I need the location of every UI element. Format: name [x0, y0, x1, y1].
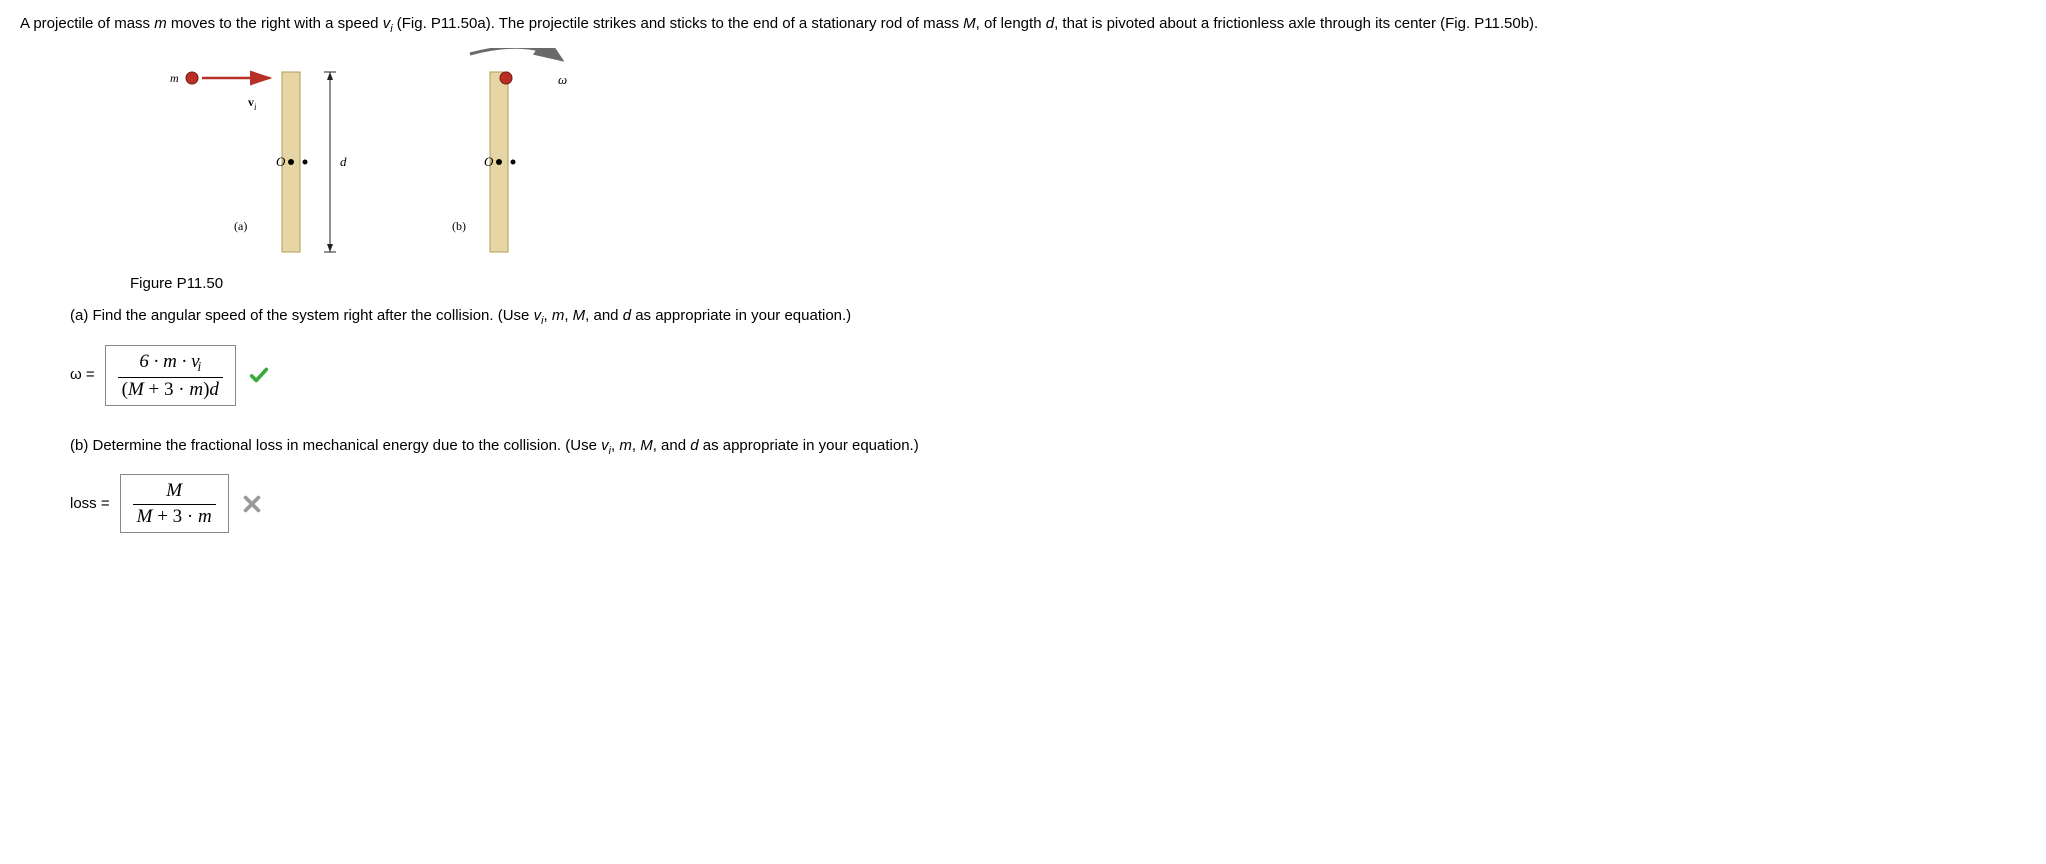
label-O-b: O	[484, 154, 494, 169]
label-omega: ω	[558, 72, 567, 87]
omega-label: ω =	[70, 363, 95, 387]
figure-p11-50: O m vi d (a) O ω (b) Figure P11.50	[130, 48, 2026, 296]
part-a-answer-input[interactable]: 6 · m · vi (M + 3 · m)d	[105, 345, 236, 406]
part-b-answer-input[interactable]: M M + 3 · m	[120, 474, 229, 533]
label-vi: vi	[248, 95, 257, 112]
check-icon	[248, 364, 270, 386]
part-a-answer-row: ω = 6 · m · vi (M + 3 · m)d	[70, 345, 2026, 406]
loss-label: loss =	[70, 492, 110, 516]
part-a-prompt: (a) Find the angular speed of the system…	[70, 304, 2026, 330]
part-b-prompt: (b) Determine the fractional loss in mec…	[70, 434, 2026, 460]
figure-caption: Figure P11.50	[130, 272, 2026, 296]
problem-intro: A projectile of mass m moves to the righ…	[20, 12, 2026, 38]
label-d: d	[340, 154, 347, 169]
label-m: m	[170, 71, 179, 85]
cross-icon	[241, 493, 263, 515]
label-b: (b)	[452, 219, 466, 233]
figure-svg: O m vi d (a) O ω (b)	[130, 48, 570, 268]
label-a: (a)	[234, 219, 247, 233]
label-O-a: O	[276, 154, 286, 169]
part-b-answer-row: loss = M M + 3 · m	[70, 474, 2026, 533]
